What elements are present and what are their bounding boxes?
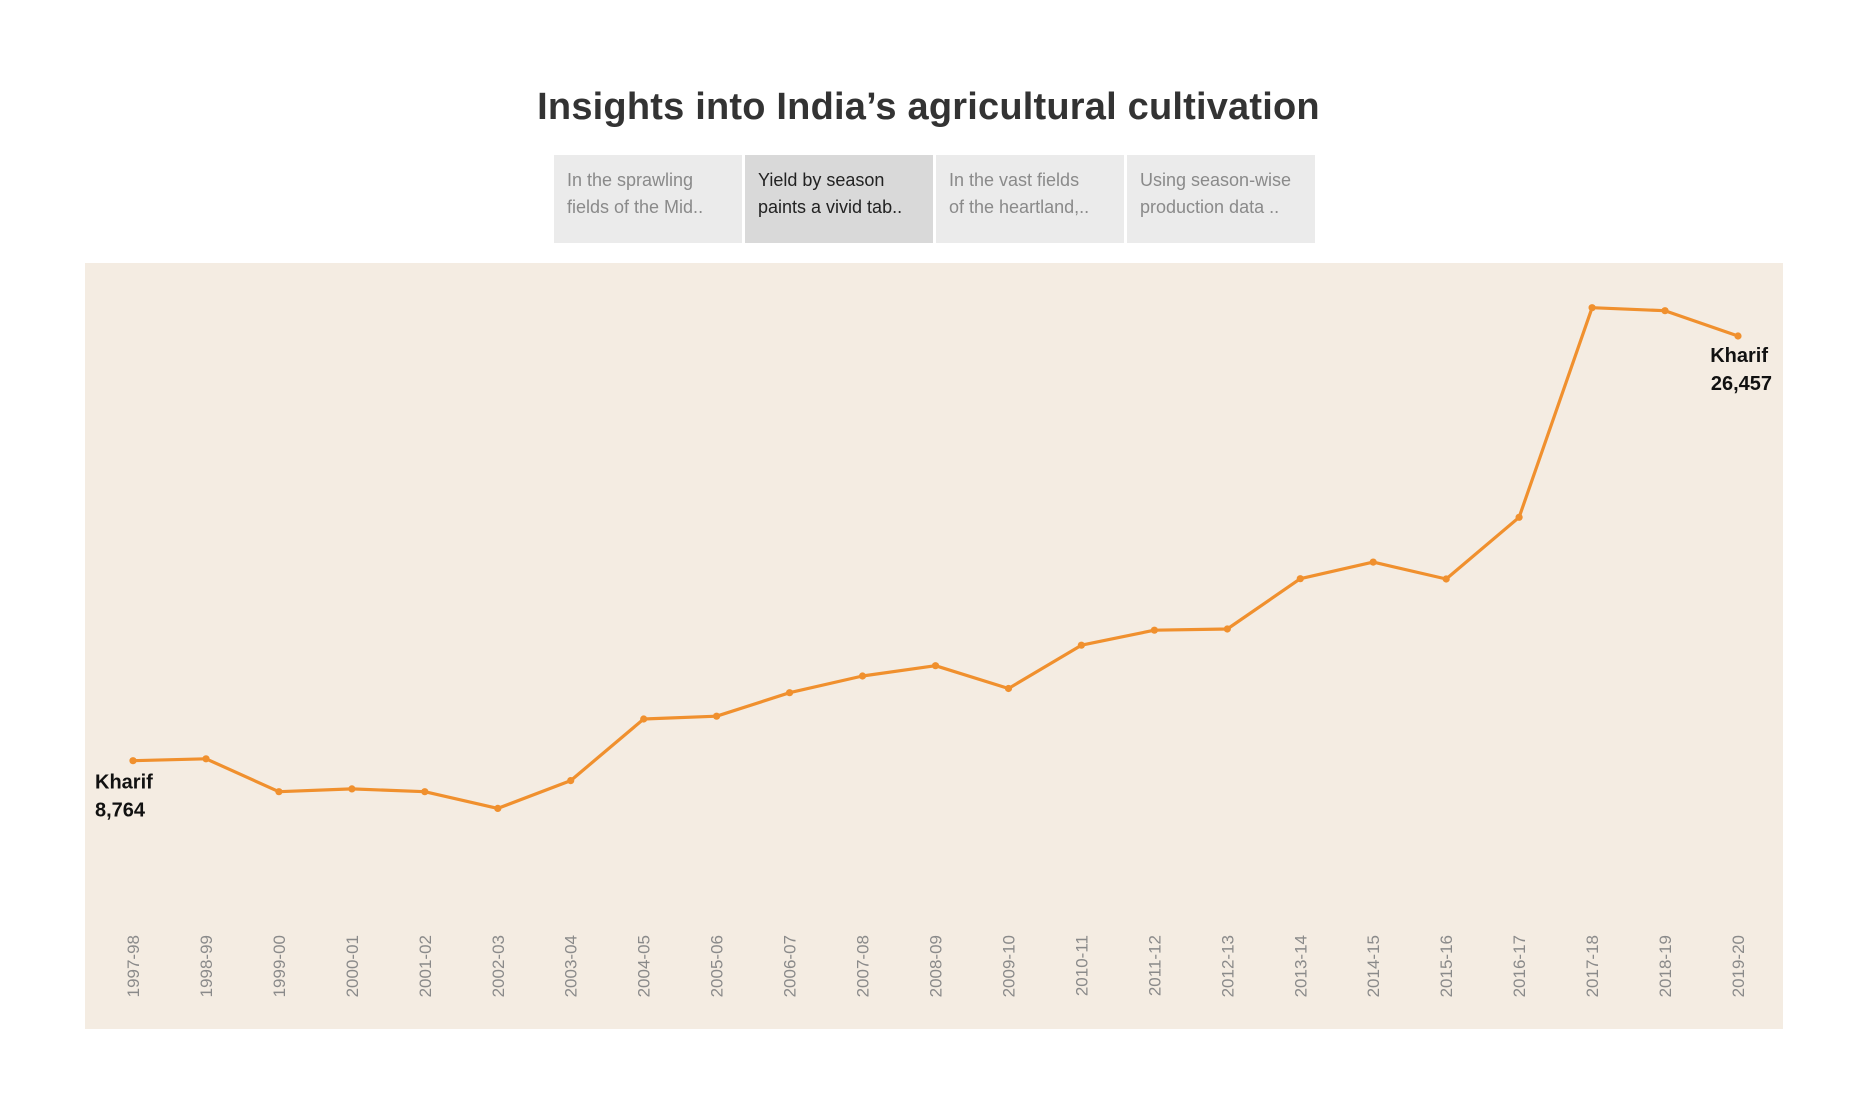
- story-point-1-line-1: In the sprawling: [567, 170, 694, 190]
- story-point-4-line-2: production data ..: [1140, 197, 1280, 217]
- data-point-2011-12[interactable]: [1150, 626, 1158, 634]
- story-point-3-line-2: of the heartland,..: [949, 197, 1090, 217]
- data-point-2002-03[interactable]: [494, 804, 502, 813]
- data-point-layer: [129, 304, 1742, 813]
- x-tick-label: 2005-06: [708, 935, 727, 997]
- x-tick-label: 2014-15: [1364, 935, 1383, 997]
- last-point-series-label: Kharif: [1710, 345, 1768, 367]
- x-tick-label: 1998-99: [197, 935, 216, 997]
- story-title: Insights into India’s agricultural culti…: [537, 86, 1320, 128]
- story-point-1[interactable]: In the sprawling fields of the Mid..: [554, 155, 742, 243]
- story-point-2-line-1: Yield by season: [758, 170, 885, 190]
- series-line-layer: [131, 306, 1740, 810]
- x-tick-label: 2012-13: [1218, 935, 1237, 997]
- data-point-2015-16[interactable]: [1442, 575, 1450, 583]
- x-tick-label: 1997-98: [124, 935, 143, 997]
- story-point-4-line-1: Using season-wise: [1140, 170, 1292, 190]
- x-tick-label: 2018-19: [1656, 935, 1675, 997]
- line-chart[interactable]: 1997-98 1998-99 1999-00 2000-01 2001-02 2002-…: [85, 263, 1783, 1029]
- story-point-2[interactable]: Yield by season paints a vivid tab..: [745, 155, 933, 243]
- x-tick-label: 2011-12: [1145, 935, 1164, 996]
- data-point-2018-19[interactable]: [1661, 307, 1669, 315]
- x-tick-label: 2010-11: [1072, 935, 1091, 996]
- x-tick-label: 2015-16: [1437, 935, 1456, 997]
- data-point-2012-13[interactable]: [1223, 625, 1231, 633]
- data-point-2017-18[interactable]: [1588, 304, 1596, 312]
- data-point-2006-07[interactable]: [786, 689, 794, 697]
- story-point-3[interactable]: In the vast fields of the heartland,..: [936, 155, 1124, 243]
- x-tick-label: 2001-02: [416, 935, 435, 997]
- story-point-2-line-2: paints a vivid tab..: [758, 197, 903, 217]
- data-point-2007-08[interactable]: [858, 672, 867, 680]
- data-point-2016-17[interactable]: [1515, 513, 1523, 521]
- data-point-2014-15[interactable]: [1369, 558, 1377, 566]
- data-point-2013-14[interactable]: [1296, 575, 1304, 583]
- x-tick-label: 2016-17: [1510, 935, 1529, 997]
- x-tick-label: 2019-20: [1729, 935, 1748, 997]
- x-tick-label: 2006-07: [781, 935, 800, 997]
- data-point-2009-10[interactable]: [1004, 684, 1013, 693]
- x-tick-label: 2009-10: [999, 935, 1018, 997]
- data-point-2010-11[interactable]: [1077, 641, 1085, 649]
- chart-panel: 1997-98 1998-99 1999-00 2000-01 2001-02 2002-…: [85, 263, 1783, 1029]
- first-point-value-label: 8,764: [95, 800, 146, 822]
- data-point-2003-04[interactable]: [567, 777, 575, 785]
- data-point-1997-98[interactable]: [129, 757, 137, 765]
- end-labels: Kharif 8,764 Kharif 26,457: [95, 345, 1772, 822]
- story-point-4[interactable]: Using season-wise production data ..: [1127, 155, 1315, 243]
- data-point-1999-00[interactable]: [275, 788, 283, 796]
- x-tick-label: 2013-14: [1291, 935, 1310, 997]
- x-tick-label: 2008-09: [927, 935, 946, 997]
- data-point-2004-05[interactable]: [640, 715, 648, 723]
- x-tick-label: 1999-00: [270, 935, 289, 997]
- story-navigator: In the sprawling fields of the Mid.. Yie…: [554, 155, 1315, 243]
- first-point-series-label: Kharif: [95, 772, 153, 794]
- data-point-2008-09[interactable]: [931, 662, 940, 670]
- last-point-value-label: 26,457: [1711, 373, 1772, 395]
- data-point-2000-01[interactable]: [348, 785, 356, 793]
- x-tick-label: 2004-05: [635, 935, 654, 997]
- x-axis-tick-labels: 1997-98 1998-99 1999-00 2000-01 2001-02 2002-…: [124, 935, 1748, 997]
- x-tick-label: 2007-08: [854, 935, 873, 997]
- x-tick-label: 2003-04: [562, 935, 581, 997]
- series-line-kharif: [131, 306, 1740, 810]
- data-point-2019-20[interactable]: [1734, 332, 1742, 340]
- data-point-1998-99[interactable]: [202, 755, 210, 763]
- x-tick-label: 2017-18: [1583, 935, 1602, 997]
- story-point-3-line-1: In the vast fields: [949, 170, 1080, 190]
- x-tick-label: 2002-03: [489, 935, 508, 997]
- data-point-2005-06[interactable]: [713, 712, 721, 720]
- story-point-1-line-2: fields of the Mid..: [567, 197, 704, 217]
- x-tick-label: 2000-01: [343, 935, 362, 997]
- data-point-2001-02[interactable]: [421, 788, 429, 796]
